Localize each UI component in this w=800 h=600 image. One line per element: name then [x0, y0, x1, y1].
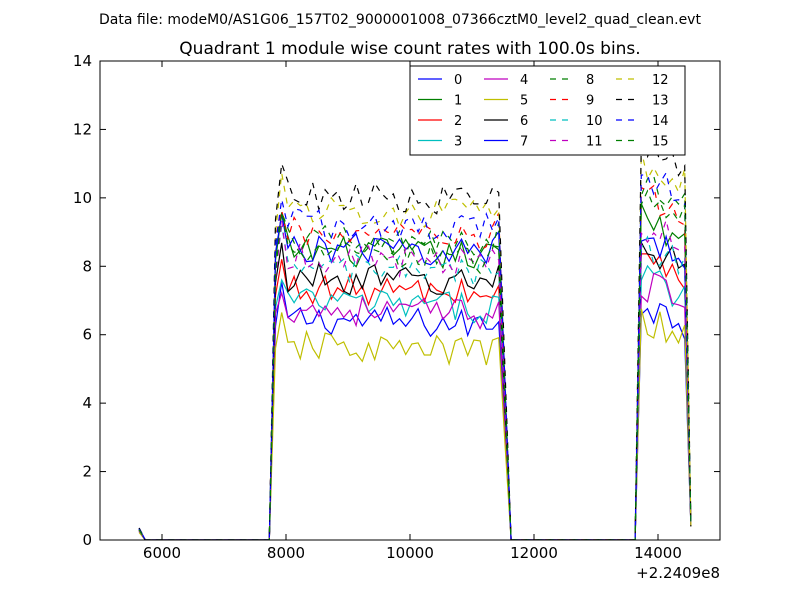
y-tick-label: 0 — [82, 531, 92, 549]
series-line-7 — [138, 214, 692, 540]
legend-label-3: 3 — [454, 135, 462, 150]
legend-label-6: 6 — [520, 114, 528, 129]
legend-label-7: 7 — [520, 135, 528, 150]
y-tick-label: 8 — [82, 257, 92, 275]
legend-label-5: 5 — [520, 94, 528, 109]
series-line-12 — [138, 149, 692, 540]
legend-label-15: 15 — [652, 135, 669, 150]
legend-frame — [409, 65, 686, 156]
legend-label-14: 14 — [652, 114, 669, 129]
y-tick-label: 4 — [82, 394, 92, 412]
x-offset-label: +2.2409e8 — [636, 564, 720, 582]
series-layer — [138, 141, 692, 540]
legend-label-12: 12 — [652, 73, 669, 88]
series-line-11 — [138, 217, 692, 540]
legend-label-0: 0 — [454, 73, 462, 88]
y-tick-label: 14 — [73, 52, 92, 70]
x-tick-label: 12000 — [510, 544, 558, 562]
series-line-8 — [138, 175, 692, 540]
series-line-0 — [138, 282, 692, 540]
series-line-5 — [138, 308, 692, 540]
legend-label-2: 2 — [454, 114, 462, 129]
series-line-6 — [138, 240, 692, 540]
y-tick-label: 12 — [73, 120, 92, 138]
series-line-15 — [138, 189, 692, 540]
legend-label-4: 4 — [520, 73, 528, 88]
legend-label-10: 10 — [586, 114, 603, 129]
series-line-3 — [138, 264, 692, 540]
x-tick-label: 10000 — [386, 544, 434, 562]
x-tick-label: 14000 — [634, 544, 682, 562]
chart-suptitle: Data file: modeM0/AS1G06_157T02_90000010… — [99, 12, 701, 28]
y-tick-label: 10 — [73, 189, 92, 207]
legend-label-11: 11 — [586, 135, 603, 150]
legend-label-13: 13 — [652, 94, 669, 109]
x-tick-label: 8000 — [267, 544, 305, 562]
legend-label-9: 9 — [586, 94, 594, 109]
chart-title: Quadrant 1 module wise count rates with … — [179, 39, 640, 59]
y-tick-label: 6 — [82, 326, 92, 344]
y-tick-label: 2 — [82, 463, 92, 481]
legend-label-1: 1 — [454, 94, 462, 109]
series-line-2 — [138, 253, 692, 540]
x-tick-label: 6000 — [143, 544, 181, 562]
legend-label-8: 8 — [586, 73, 594, 88]
series-line-13 — [138, 141, 692, 540]
series-line-14 — [138, 171, 692, 540]
series-line-10 — [138, 226, 692, 540]
